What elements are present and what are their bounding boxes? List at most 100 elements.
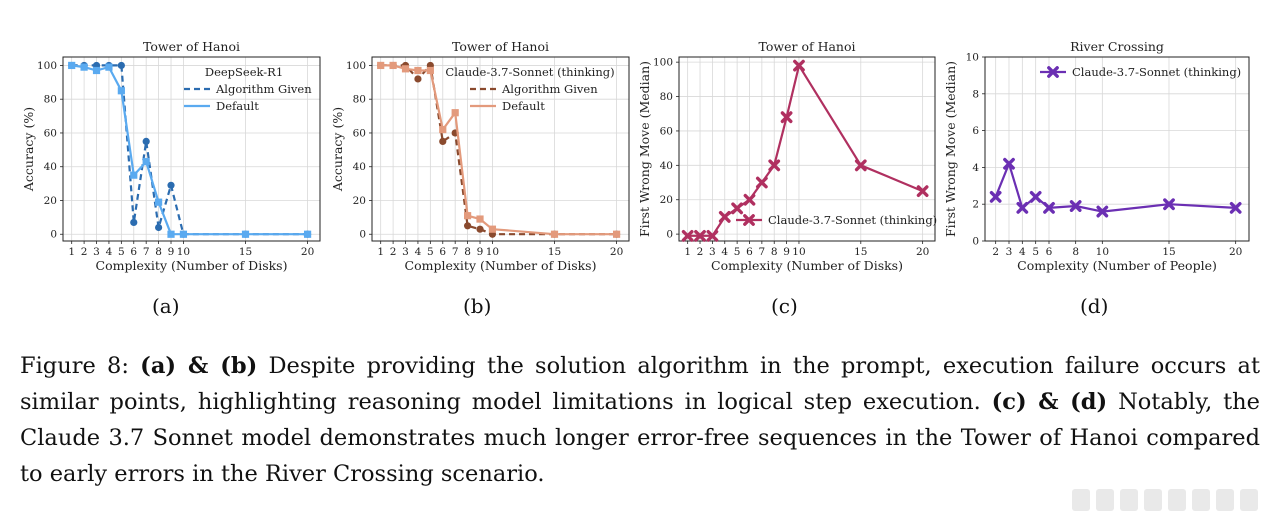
legend-label: Algorithm Given bbox=[215, 82, 312, 96]
legend-label: Claude-3.7-Sonnet (thinking) bbox=[1072, 65, 1241, 79]
data-point bbox=[68, 61, 76, 70]
caption-lead: Figure 8: bbox=[20, 353, 141, 379]
legend: DeepSeek-R1 Algorithm Given Default bbox=[184, 65, 312, 113]
caption-text-1: Despite providing the solution algorithm… bbox=[20, 353, 1261, 415]
y-tick-label: 0 bbox=[50, 229, 57, 241]
x-tick-label: 9 bbox=[783, 246, 790, 258]
chart-title: Tower of Hanoi bbox=[452, 39, 549, 54]
legend-title: Claude-3.7-Sonnet (thinking) bbox=[445, 65, 614, 79]
data-point bbox=[681, 229, 694, 242]
data-point bbox=[130, 171, 138, 179]
x-axis-label: Complexity (Number of Disks) bbox=[711, 258, 903, 273]
chart-panel-2: 1 2 3 4 5 6 7 8 9 10 15 20 0 20 40 60 80 100 Tower of Hano… bbox=[330, 39, 630, 273]
series-2 bbox=[377, 61, 621, 238]
x-tick-label: 15 bbox=[548, 246, 561, 258]
x-axis-label: Complexity (Number of Disks) bbox=[96, 258, 288, 273]
data-point bbox=[989, 190, 1002, 203]
x-tick-label: 3 bbox=[1006, 246, 1013, 258]
x-tick-label: 10 bbox=[486, 246, 499, 258]
chart-title: Tower of Hanoi bbox=[759, 39, 856, 54]
data-point bbox=[488, 225, 497, 233]
x-tick-label: 7 bbox=[452, 246, 459, 258]
series-1 bbox=[989, 157, 1242, 218]
x-axis-label: Complexity (Number of Disks) bbox=[405, 258, 597, 273]
x-tick-label: 3 bbox=[402, 246, 409, 258]
panel-label-c: (c) bbox=[771, 294, 798, 318]
x-tick-label: 6 bbox=[130, 246, 137, 258]
x-tick-label: 8 bbox=[1072, 246, 1079, 258]
plot-frame bbox=[62, 56, 321, 242]
data-point bbox=[1163, 198, 1175, 211]
data-point bbox=[401, 65, 410, 73]
data-point bbox=[154, 223, 163, 232]
data-point bbox=[414, 75, 422, 83]
data-point bbox=[142, 158, 150, 166]
x-tick-label: 5 bbox=[118, 246, 125, 258]
x-tick-label: 8 bbox=[464, 246, 471, 258]
legend-title: DeepSeek-R1 bbox=[205, 65, 283, 79]
x-tick-label: 1 bbox=[377, 246, 384, 258]
data-point bbox=[463, 222, 472, 230]
y-tick-label: 4 bbox=[972, 162, 979, 174]
x-tick-label: 7 bbox=[143, 246, 150, 258]
data-point bbox=[706, 229, 719, 242]
data-point bbox=[694, 229, 706, 242]
plot-frame bbox=[984, 56, 1250, 242]
data-point bbox=[731, 202, 744, 215]
y-tick-label: 80 bbox=[353, 94, 366, 106]
x-tick-label: 15 bbox=[854, 246, 867, 258]
x-tick-label: 10 bbox=[1096, 246, 1109, 258]
x-tick-label: 20 bbox=[1229, 246, 1242, 258]
chart-title: Tower of Hanoi bbox=[143, 39, 240, 54]
data-point bbox=[92, 66, 101, 75]
x-tick-label: 5 bbox=[734, 246, 741, 258]
data-point bbox=[142, 137, 150, 146]
x-tick-label: 5 bbox=[427, 246, 434, 258]
panel-label-a: (a) bbox=[152, 294, 180, 318]
legend: Claude-3.7-Sonnet (thinking) Algorithm Gi… bbox=[445, 65, 614, 113]
data-point bbox=[154, 198, 163, 206]
data-point bbox=[303, 230, 312, 238]
x-tick-label: 5 bbox=[1032, 246, 1039, 258]
x-tick-label: 15 bbox=[1162, 246, 1175, 258]
x-tick-label: 2 bbox=[390, 246, 397, 258]
x-tick-label: 2 bbox=[81, 246, 88, 258]
caption-bold-ab: (a) & (b) bbox=[140, 353, 258, 379]
legend-marker bbox=[1047, 66, 1059, 78]
y-tick-label: 60 bbox=[353, 127, 366, 139]
data-point bbox=[439, 125, 447, 134]
caption-text-2: Notably, the Claude 3.7 Sonnet model dem… bbox=[20, 389, 1260, 487]
y-tick-label: 20 bbox=[44, 195, 57, 207]
y-tick-label: 0 bbox=[666, 229, 673, 241]
x-tick-label: 9 bbox=[168, 246, 175, 258]
y-tick-label: 6 bbox=[972, 125, 979, 137]
figure-caption: Figure 8: (a) & (b) Despite providing th… bbox=[20, 348, 1260, 492]
data-point bbox=[451, 109, 459, 117]
y-axis-label: First Wrong Move (Median) bbox=[943, 61, 958, 237]
plot-frame bbox=[678, 56, 936, 242]
data-point bbox=[1029, 190, 1042, 203]
legend: Claude-3.7-Sonnet (thinking) bbox=[1040, 65, 1241, 79]
data-point bbox=[550, 230, 559, 238]
y-tick-label: 100 bbox=[653, 57, 673, 69]
data-point bbox=[768, 159, 781, 172]
y-axis-label: Accuracy (%) bbox=[21, 107, 36, 192]
series-1 bbox=[681, 59, 929, 242]
legend-label: Default bbox=[502, 99, 545, 113]
x-tick-label: 10 bbox=[177, 246, 190, 258]
y-tick-label: 10 bbox=[966, 52, 979, 64]
x-tick-label: 8 bbox=[771, 246, 778, 258]
x-tick-label: 3 bbox=[93, 246, 100, 258]
data-point bbox=[130, 218, 138, 227]
panel-label-b: (b) bbox=[463, 294, 492, 318]
panel-label-d: (d) bbox=[1080, 294, 1109, 318]
x-tick-label: 20 bbox=[916, 246, 929, 258]
y-tick-label: 60 bbox=[660, 125, 673, 137]
y-tick-label: 40 bbox=[353, 161, 366, 173]
x-tick-label: 4 bbox=[415, 246, 422, 258]
x-tick-label: 9 bbox=[477, 246, 484, 258]
y-tick-label: 0 bbox=[972, 236, 979, 248]
data-point bbox=[718, 211, 731, 223]
chart-panel-3: 1 2 3 4 5 6 7 8 9 10 15 20 0 20 40 60 80 100 Tower of Hano… bbox=[637, 39, 937, 273]
